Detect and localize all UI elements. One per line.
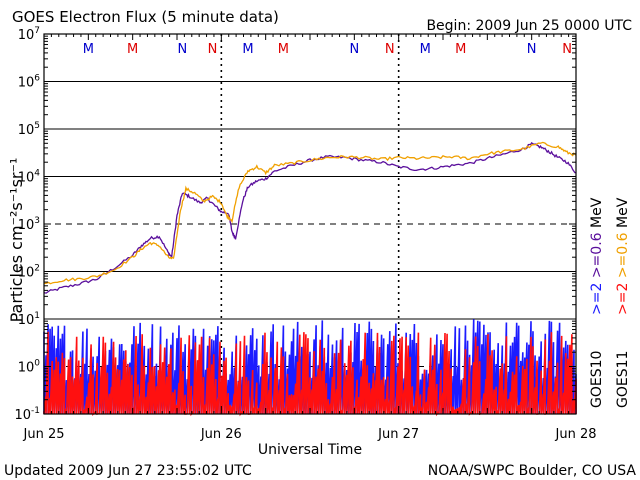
marker-n-10: N	[527, 42, 537, 57]
right-label-col2-part-1: >=0.6	[615, 232, 631, 282]
y-tick-label-7: 100	[18, 359, 41, 376]
y-tick-label-0: 107	[18, 26, 40, 43]
right-label-col1: >=2 >=0.6 MeV	[589, 197, 605, 315]
marker-n-6: N	[349, 42, 359, 57]
right-label-col1-part-1: >=0.6	[589, 232, 605, 282]
right-label-col1-part-2: MeV	[589, 197, 605, 232]
right-label-col2-part-2: MeV	[615, 197, 631, 232]
series-red-trace	[43, 331, 577, 417]
series-orange-line	[43, 141, 577, 285]
begin-label: Begin: 2009 Jun 25 0000 UTC	[426, 18, 632, 34]
right-label-col1-part-0: >=2	[589, 283, 605, 315]
marker-m-0: M	[83, 42, 94, 57]
satellite-label-1: GOES11	[615, 351, 631, 408]
data-layer	[43, 141, 577, 417]
marker-n-7: N	[385, 42, 395, 57]
plot-frame	[43, 33, 577, 415]
y-tick-label-8: 10-1	[14, 406, 40, 423]
series-red-bars	[43, 331, 577, 417]
credit-label: NOAA/SWPC Boulder, CO USA	[428, 463, 637, 479]
marker-n-2: N	[177, 42, 187, 57]
right-label-col2: >=2 >=0.6 MeV	[615, 197, 631, 315]
updated-timestamp: Updated 2009 Jun 27 23:55:02 UTC	[4, 463, 252, 479]
y-tick-label-4: 103	[18, 216, 40, 233]
marker-m-5: M	[278, 42, 289, 57]
marker-m-1: M	[127, 42, 138, 57]
y-tick-label-5: 102	[18, 264, 40, 281]
x-tick-label-0: Jun 25	[23, 427, 65, 442]
marker-m-9: M	[455, 42, 466, 57]
x-axis-label: Universal Time	[258, 442, 362, 458]
right-label-col2-part-0: >=2	[615, 283, 631, 315]
series-purple-line	[43, 141, 577, 294]
marker-n-11: N	[562, 42, 572, 57]
x-tick-label-2: Jun 27	[377, 427, 419, 442]
y-tick-label-3: 104	[18, 169, 41, 186]
y-tick-label-1: 106	[18, 74, 41, 91]
marker-m-8: M	[420, 42, 431, 57]
marker-m-4: M	[242, 42, 253, 57]
y-axis-label: Particles cm⁻²s⁻¹sr⁻¹	[7, 158, 26, 323]
y-tick-label-6: 101	[18, 311, 40, 328]
chart-title: GOES Electron Flux (5 minute data)	[12, 8, 279, 26]
satellite-label-0: GOES10	[589, 351, 605, 408]
y-tick-label-2: 105	[18, 121, 40, 138]
x-tick-label-1: Jun 26	[200, 427, 242, 442]
marker-n-3: N	[208, 42, 218, 57]
x-tick-label-3: Jun 28	[555, 427, 597, 442]
